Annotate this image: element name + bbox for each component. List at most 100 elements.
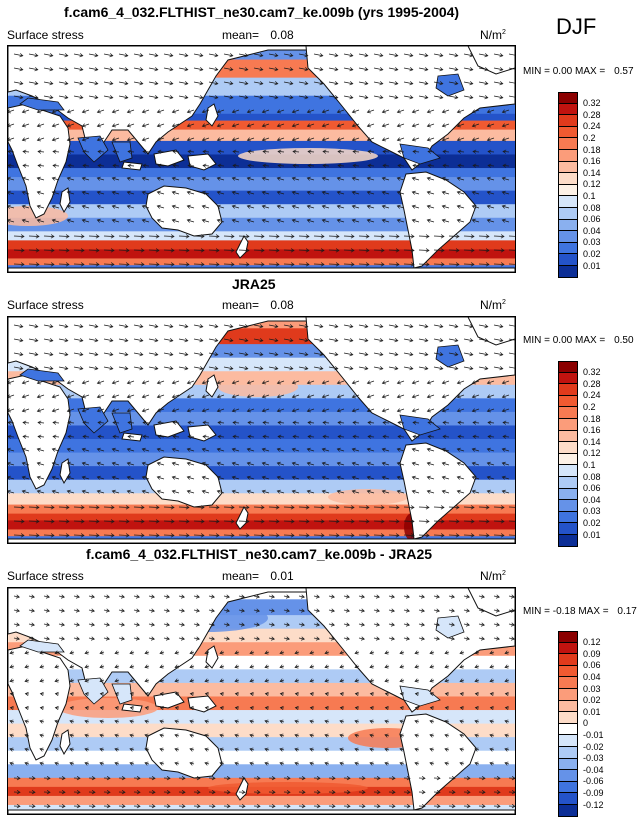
stress-vector <box>73 790 81 795</box>
stress-vector <box>298 622 305 627</box>
stress-vector <box>208 67 219 72</box>
stress-vector <box>493 608 500 613</box>
stress-vector <box>178 804 186 809</box>
stress-vector <box>508 776 515 781</box>
stress-vector <box>187 149 195 154</box>
stress-vector <box>201 489 210 494</box>
stress-vector <box>133 505 145 510</box>
colorbar-label: 0.28 <box>583 109 601 120</box>
stress-vector <box>501 176 510 181</box>
stress-vector <box>217 149 225 154</box>
stress-vector <box>384 705 390 711</box>
stress-vector <box>351 380 360 385</box>
stress-vector <box>292 163 300 168</box>
stress-vector <box>249 691 255 697</box>
stress-vector <box>508 235 515 237</box>
stress-vector <box>178 324 189 329</box>
stress-vector <box>403 67 414 72</box>
inland-sea <box>399 685 441 707</box>
land-mass <box>205 374 219 398</box>
stress-vector <box>52 163 60 168</box>
stress-vector <box>264 705 270 711</box>
stress-vector <box>103 262 115 267</box>
stress-vector <box>343 338 354 343</box>
stress-vector <box>118 53 129 58</box>
stress-vector <box>321 380 330 385</box>
stress-vector <box>8 475 15 480</box>
stress-vector <box>291 190 300 195</box>
land-mass <box>145 456 223 508</box>
stress-vector <box>111 218 120 223</box>
stress-vector <box>171 218 180 223</box>
stress-vector <box>276 461 285 466</box>
stress-vector <box>369 650 375 655</box>
stress-vector <box>126 380 135 385</box>
stress-vector <box>463 622 470 627</box>
stress-vector <box>291 176 300 181</box>
stress-vector <box>276 137 285 142</box>
stress-vector <box>133 594 140 599</box>
stress-vector <box>133 636 140 641</box>
stress-vector <box>306 190 315 195</box>
stress-vector <box>471 461 480 466</box>
stress-vector <box>178 67 189 72</box>
stress-vector <box>204 678 210 683</box>
land-mass <box>153 420 185 438</box>
stress-vector <box>13 776 21 781</box>
stress-vector <box>126 204 135 209</box>
stress-vector <box>277 149 285 154</box>
stress-vector <box>279 678 285 683</box>
stress-vector <box>397 149 405 154</box>
stress-vector <box>276 190 285 195</box>
stress-vector <box>186 137 195 142</box>
stress-vector <box>504 691 510 697</box>
stress-vector <box>444 747 450 752</box>
stress-vector <box>472 149 480 154</box>
stress-vector <box>253 594 260 599</box>
stress-vector <box>313 53 324 58</box>
stress-vector <box>343 533 355 538</box>
stress-vector <box>103 234 115 239</box>
stress-vector <box>217 434 225 439</box>
stress-vector <box>21 461 30 466</box>
stress-vector <box>403 533 415 538</box>
stress-vector <box>328 636 335 641</box>
stress-vector <box>321 461 330 466</box>
stress-vector <box>298 519 310 524</box>
stress-vector <box>231 475 240 480</box>
stress-vector <box>193 366 204 371</box>
colorbar-swatch <box>558 115 578 127</box>
stress-vector <box>489 650 495 655</box>
stress-vector <box>472 163 480 168</box>
stress-vector <box>171 461 180 466</box>
stress-vector <box>324 747 330 752</box>
stress-vector <box>369 664 375 669</box>
stress-vector <box>351 190 360 195</box>
stress-vector <box>54 650 60 655</box>
stress-vector <box>493 594 500 599</box>
land-mass <box>8 374 71 490</box>
stress-vector <box>73 338 84 343</box>
stress-vector <box>414 691 420 697</box>
stress-vector <box>171 447 180 452</box>
colorbar-swatch <box>558 476 578 489</box>
stress-vector <box>43 338 54 343</box>
stress-vector <box>43 53 54 58</box>
stress-vector <box>219 747 225 752</box>
stress-vector <box>277 163 285 168</box>
stress-vector <box>69 719 75 724</box>
stress-vector <box>358 338 369 343</box>
stress-vector <box>81 176 90 181</box>
stress-vector <box>96 218 105 223</box>
stress-vector <box>171 190 180 195</box>
stress-vector <box>411 475 420 480</box>
stress-vector <box>382 163 390 168</box>
stress-vector <box>159 678 165 683</box>
stress-vector <box>219 705 225 711</box>
stress-vector <box>343 519 355 524</box>
panel3-map <box>7 587 516 815</box>
stress-vector <box>186 475 195 480</box>
stress-vector <box>493 248 505 253</box>
stress-vector <box>294 705 300 711</box>
stress-vector <box>66 218 75 223</box>
